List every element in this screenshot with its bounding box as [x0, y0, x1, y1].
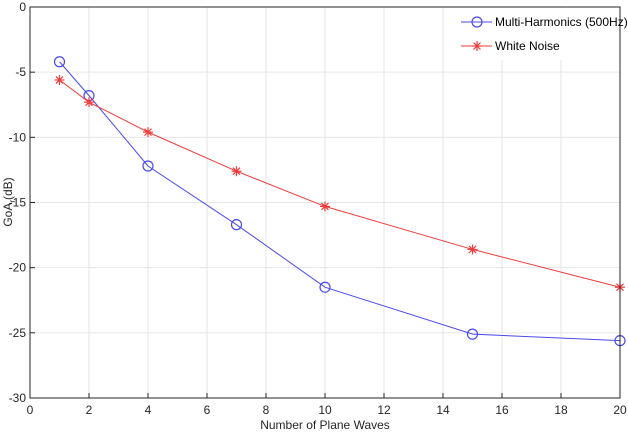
x-tick-label: 14 [436, 403, 450, 417]
y-axis-label-main: GoA [1, 203, 15, 227]
plot-frame [29, 6, 621, 399]
x-axis-label: Number of Plane Waves [260, 418, 390, 432]
series-line-0 [59, 61, 621, 342]
legend-marker-circle [471, 16, 483, 28]
y-axis-label: GoAr(dB) [1, 177, 17, 226]
x-tick-label: 6 [204, 403, 211, 417]
x-tick-labels: 0 2 4 6 8 10 12 14 16 18 20 [27, 403, 627, 417]
data-point-circle [230, 219, 243, 231]
legend-box [459, 8, 619, 60]
data-point-asterisk [143, 127, 153, 138]
legend-asterisk-shape [472, 41, 482, 51]
data-point-circle [142, 160, 154, 172]
data-point-asterisk [467, 244, 478, 255]
x-tick-label: 12 [377, 403, 391, 417]
series-layer [53, 56, 626, 347]
asterisk-stroke [85, 98, 93, 107]
asterisk-stroke [468, 245, 477, 254]
y-tick-label: -25 [9, 326, 27, 340]
x-tick-label: 10 [318, 403, 332, 417]
legend-label-multi-harmonics: Multi-Harmonics (500Hz) [495, 15, 628, 29]
y-tick-label: -20 [9, 261, 27, 275]
x-tick-label: 18 [554, 403, 568, 417]
x-tick-label: 4 [145, 403, 152, 417]
legend-marker-asterisk [472, 41, 482, 51]
y-tick-label: -5 [15, 65, 26, 79]
data-point-circle [319, 281, 331, 293]
legend-label-white-noise: White Noise [495, 39, 560, 53]
y-axis-label-unit: (dB) [1, 177, 15, 200]
data-point-asterisk [320, 201, 330, 212]
y-tick-label: -30 [9, 391, 27, 405]
data-point-asterisk [84, 97, 94, 108]
data-point-circle [53, 56, 66, 68]
asterisk-stroke [55, 76, 64, 84]
y-tick-label: -10 [9, 130, 27, 144]
x-tick-label: 0 [27, 403, 34, 417]
y-axis-label-sub: r [8, 200, 17, 203]
data-point-circle [466, 328, 479, 340]
x-tick-label: 8 [263, 403, 270, 417]
y-tick-label: -15 [9, 196, 27, 210]
asterisk-stroke [232, 167, 241, 176]
data-point-asterisk [231, 166, 242, 177]
x-tick-label: 20 [613, 403, 627, 417]
asterisk-stroke [473, 42, 481, 50]
legend-item-multi-harmonics: Multi-Harmonics (500Hz) [461, 15, 628, 29]
asterisk-stroke [321, 202, 329, 211]
data-point-asterisk [54, 74, 65, 85]
y-tick-labels: 0 -5 -10 -15 -20 -25 -30 [9, 0, 27, 405]
asterisk-stroke [144, 128, 152, 137]
x-tick-label: 16 [495, 403, 509, 417]
legend-item-white-noise: White Noise [461, 39, 560, 53]
legend: Multi-Harmonics (500Hz) White Noise [459, 8, 628, 60]
y-tick-label: 0 [19, 0, 26, 14]
x-tick-label: 2 [86, 403, 93, 417]
